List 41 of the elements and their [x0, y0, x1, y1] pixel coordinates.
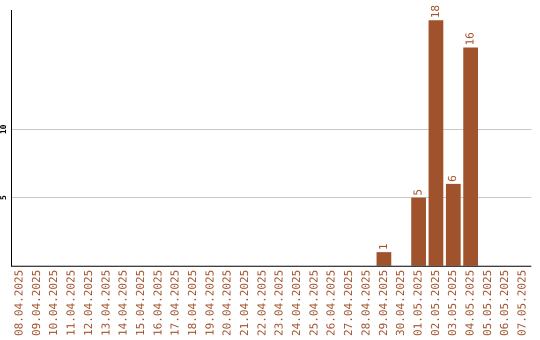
y-tick-label: 10: [0, 124, 8, 134]
x-tick-label: 14.04.2025: [116, 270, 130, 336]
x-tick-label: 29.04.2025: [376, 270, 390, 336]
x-tick-label: 04.05.2025: [463, 270, 476, 336]
data-label: 16: [463, 32, 476, 46]
x-tick-label: 21.04.2025: [238, 270, 252, 336]
x-tick-label: 01.05.2025: [411, 270, 424, 336]
bar: [376, 252, 392, 266]
x-tick-label: 11.04.2025: [64, 270, 78, 336]
data-label: 6: [446, 175, 460, 182]
bar: [463, 48, 478, 266]
x-tick-label: 17.04.2025: [168, 270, 182, 336]
x-tick-label: 06.05.2025: [498, 270, 512, 336]
x-tick-label: 15.04.2025: [134, 270, 147, 336]
x-tick-label: 19.04.2025: [203, 270, 216, 336]
x-tick-label: 26.04.2025: [324, 270, 338, 336]
x-tick-label: 23.04.2025: [272, 270, 286, 336]
x-tick-label: 30.04.2025: [394, 270, 408, 336]
x-tick-label: 27.04.2025: [342, 270, 356, 336]
x-tick-label: 13.04.2025: [99, 270, 112, 336]
x-tick-label: 22.04.2025: [255, 270, 268, 336]
x-tick-label: 09.04.2025: [30, 270, 43, 336]
data-label: 5: [411, 188, 424, 196]
x-tick-label: 10.04.2025: [47, 270, 60, 336]
data-label: 1: [376, 244, 390, 250]
x-tick-label: 12.04.2025: [82, 270, 95, 336]
bar: [411, 198, 426, 266]
x-tick-label: 24.04.2025: [290, 270, 304, 336]
x-tick-label: 05.05.2025: [480, 270, 494, 336]
x-tick-label: 03.05.2025: [446, 270, 460, 336]
x-tick-label: 02.05.2025: [428, 270, 442, 336]
bar: [446, 184, 461, 266]
x-tick-label: 20.04.2025: [220, 270, 234, 336]
x-tick-label: 07.05.2025: [516, 270, 529, 336]
x-tick-label: 16.04.2025: [151, 270, 164, 336]
x-tick-label: 18.04.2025: [186, 270, 199, 336]
x-tick-label: 25.04.2025: [307, 270, 320, 336]
bar: [428, 20, 444, 266]
data-label: 18: [428, 4, 442, 18]
x-tick-label: 08.04.2025: [12, 270, 26, 336]
x-tick-label: 28.04.2025: [359, 270, 372, 336]
